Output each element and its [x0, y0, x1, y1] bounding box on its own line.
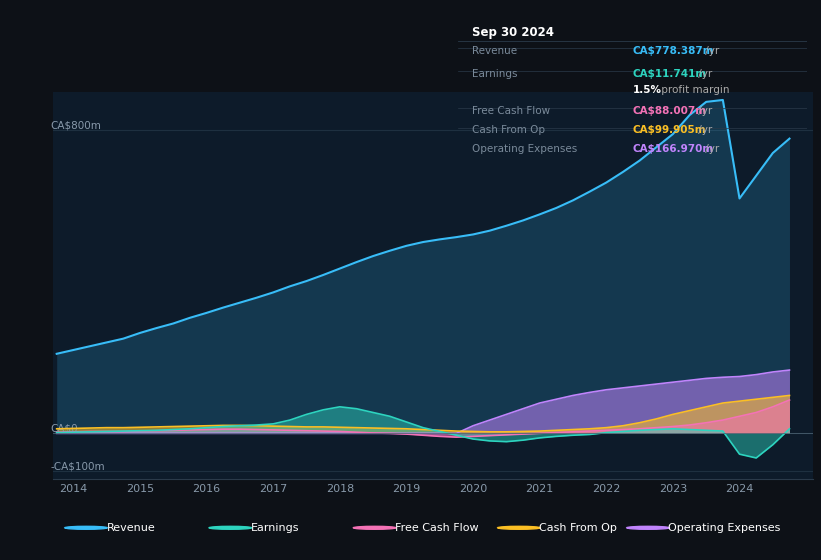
Text: Sep 30 2024: Sep 30 2024 [472, 26, 554, 39]
Text: Revenue: Revenue [472, 46, 517, 56]
Text: /yr: /yr [695, 106, 713, 115]
Text: Operating Expenses: Operating Expenses [472, 144, 577, 154]
Circle shape [65, 526, 108, 529]
Text: /yr: /yr [695, 125, 713, 135]
Text: Cash From Op: Cash From Op [472, 125, 545, 135]
Text: CA$166.970m: CA$166.970m [633, 144, 713, 154]
Circle shape [353, 526, 396, 529]
Circle shape [209, 526, 251, 529]
Text: -CA$100m: -CA$100m [50, 461, 104, 471]
Circle shape [626, 526, 669, 529]
Circle shape [498, 526, 540, 529]
Text: profit margin: profit margin [658, 85, 729, 95]
Text: /yr: /yr [695, 68, 713, 78]
Text: Earnings: Earnings [472, 68, 517, 78]
Text: Free Cash Flow: Free Cash Flow [472, 106, 550, 115]
Text: Free Cash Flow: Free Cash Flow [395, 523, 479, 533]
Text: Earnings: Earnings [251, 523, 300, 533]
Text: CA$800m: CA$800m [50, 120, 101, 130]
Text: CA$0: CA$0 [50, 423, 78, 433]
Text: CA$778.387m: CA$778.387m [633, 46, 714, 56]
Text: Operating Expenses: Operating Expenses [668, 523, 781, 533]
Text: /yr: /yr [702, 144, 719, 154]
Text: /yr: /yr [702, 46, 719, 56]
Text: CA$88.007m: CA$88.007m [633, 106, 707, 115]
Text: CA$11.741m: CA$11.741m [633, 68, 707, 78]
Text: 1.5%: 1.5% [633, 85, 662, 95]
Text: CA$99.905m: CA$99.905m [633, 125, 706, 135]
Text: Cash From Op: Cash From Op [539, 523, 617, 533]
Text: Revenue: Revenue [107, 523, 155, 533]
